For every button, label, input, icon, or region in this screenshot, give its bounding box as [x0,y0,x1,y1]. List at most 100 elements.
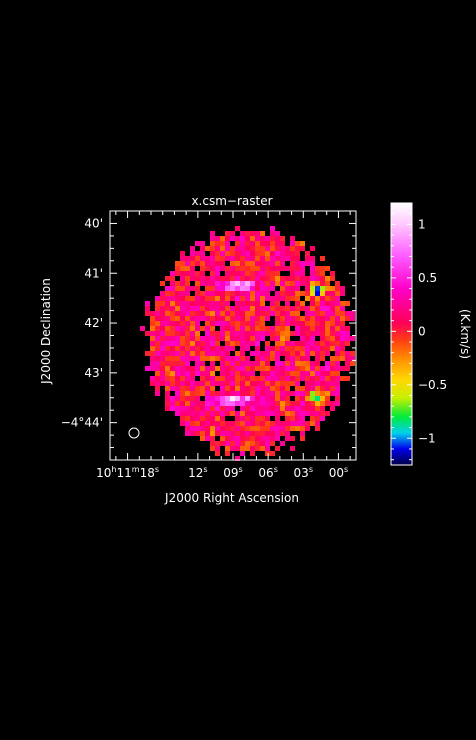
raster-pixel [170,291,175,296]
raster-pixel [275,426,280,431]
raster-pixel [275,246,280,251]
raster-pixel [220,421,225,426]
raster-pixel [290,291,295,296]
raster-pixel [160,331,165,336]
raster-pixel [335,381,340,386]
colorbar-band [391,367,412,369]
colorbar-band [391,329,412,331]
colorbar-band [391,344,412,346]
colorbar-band [391,353,412,355]
raster-pixel [185,291,190,296]
raster-pixel [350,336,355,341]
raster-pixel [225,411,230,416]
colorbar-band [391,447,412,449]
colorbar-band [391,249,412,251]
colorbar-band [391,392,412,394]
raster-pixel [300,416,305,421]
raster-pixel [275,276,280,281]
raster-pixel [325,306,330,311]
raster-pixel [215,441,220,446]
raster-pixel [330,271,335,276]
raster-pixel [350,356,355,361]
colorbar-band [391,313,412,315]
raster-pixel [225,266,230,271]
raster-pixel [185,316,190,321]
raster-pixel [190,331,195,336]
colorbar-band [391,425,412,427]
raster-pixel [200,416,205,421]
raster-pixel [260,446,265,451]
colorbar-band [391,209,412,211]
raster-pixel [215,316,220,321]
raster-pixel [250,246,255,251]
raster-pixel [220,311,225,316]
raster-pixel [240,281,245,286]
raster-pixel [315,386,320,391]
colorbar-band [391,406,412,408]
raster-pixel [330,381,335,386]
raster-pixel [160,361,165,366]
raster-pixel [185,421,190,426]
raster-pixel [265,286,270,291]
raster-pixel [205,336,210,341]
raster-pixel [255,231,260,236]
raster-pixel [275,336,280,341]
raster-pixel [295,416,300,421]
raster-pixel [290,246,295,251]
raster-pixel [200,406,205,411]
raster-pixel [255,396,260,401]
raster-pixel [240,406,245,411]
colorbar-band [391,243,412,245]
raster-pixel [275,446,280,451]
colorbar-band [391,343,412,345]
raster-pixel [180,266,185,271]
raster-pixel [240,341,245,346]
raster-pixel [185,426,190,431]
raster-pixel [215,281,220,286]
colorbar-band [391,342,412,344]
raster-pixel [235,291,240,296]
raster-pixel [275,421,280,426]
colorbar-band [391,438,412,440]
raster-pixel [310,296,315,301]
raster-pixel [185,276,190,281]
raster-pixel [270,431,275,436]
raster-pixel [305,361,310,366]
raster-pixel [245,376,250,381]
raster-pixel [260,326,265,331]
raster-pixel [195,411,200,416]
raster-pixel [215,331,220,336]
raster-pixel [335,286,340,291]
raster-pixel [165,376,170,381]
colorbar-band [391,257,412,259]
raster-pixel [265,236,270,241]
raster-pixel [200,336,205,341]
raster-pixel [220,411,225,416]
raster-pixel [275,261,280,266]
colorbar-band [391,291,412,293]
raster-pixel [270,326,275,331]
raster-pixel [305,356,310,361]
raster-pixel [295,366,300,371]
raster-pixel [205,341,210,346]
raster-pixel [295,296,300,301]
raster-pixel [155,346,160,351]
raster-pixel [255,301,260,306]
raster-pixel [180,366,185,371]
colorbar-band [391,277,412,279]
colorbar-band [391,420,412,422]
colorbar-band [391,299,412,301]
raster-pixel [175,351,180,356]
raster-pixel [225,281,230,286]
colorbar-band [391,453,412,455]
raster-pixel [315,371,320,376]
raster-pixel [295,326,300,331]
raster-pixel [330,296,335,301]
raster-pixel [290,436,295,441]
raster-pixel [145,301,150,306]
raster-pixel [335,341,340,346]
raster-pixel [340,331,345,336]
colorbar-band [391,275,412,277]
raster-pixel [290,426,295,431]
raster-pixel [225,366,230,371]
